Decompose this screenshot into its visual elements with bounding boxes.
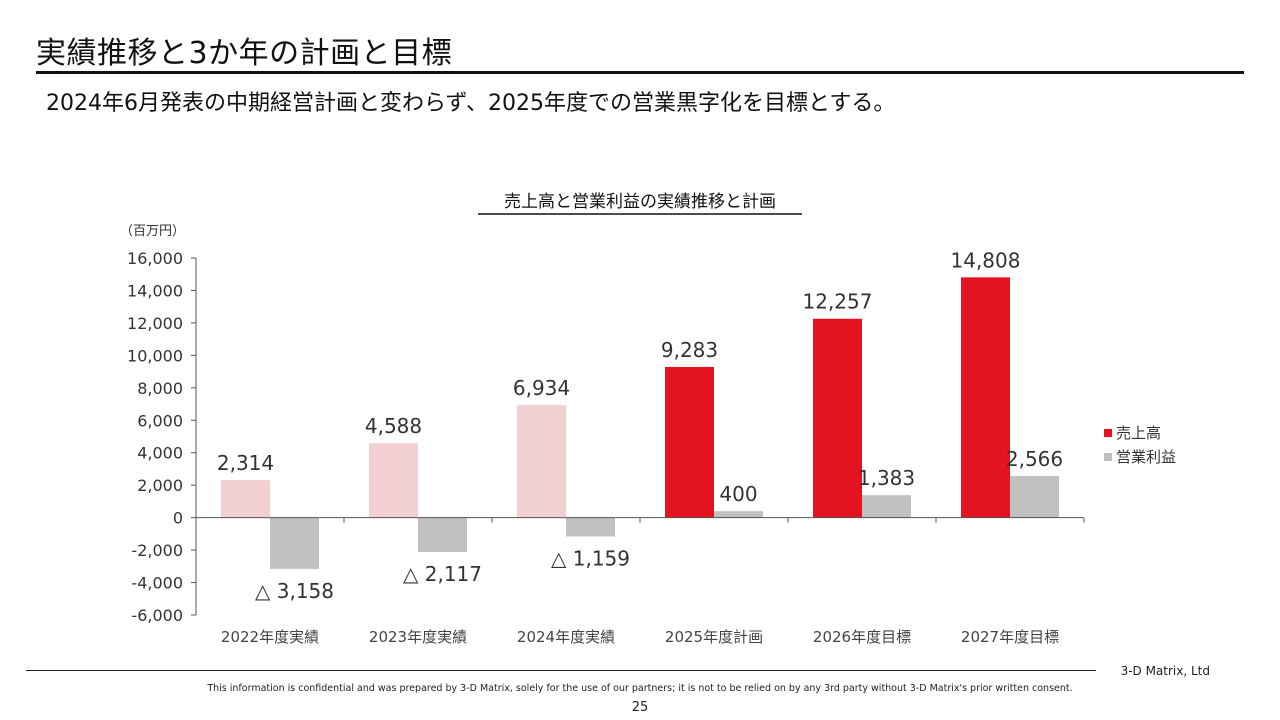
y-tick-label: -4,000 [131,574,183,593]
bar-operating-profit [418,517,467,552]
bar-sales [369,443,418,518]
bar-sales [517,405,566,518]
data-label-sales: 12,257 [803,290,873,314]
data-label-operating-profit: 1,383 [858,466,915,490]
bar-operating-profit [566,517,615,537]
y-unit-label: （百万円） [120,224,185,239]
legend-swatch [1104,453,1112,461]
y-tick-label: 14,000 [127,281,183,300]
bar-operating-profit [270,517,319,569]
x-category-label: 2022年度実績 [221,628,319,646]
bar-operating-profit [1010,475,1059,518]
revenue-operating-profit-chart: 売上高と営業利益の実績推移と計画 （百万円） 16,000 14,000 12,000 1… [120,192,1176,646]
y-tick-label: 2,000 [137,476,183,495]
data-label-operating-profit: 400 [719,482,757,506]
y-tick-label: 16,000 [127,249,183,268]
data-label-operating-profit: 2,566 [1006,447,1063,471]
data-label-operating-profit: △ 3,158 [255,579,334,603]
legend-swatch [1104,429,1112,437]
y-tick-label: -6,000 [131,606,183,625]
y-tick-label: 8,000 [137,379,183,398]
y-tick-label: -2,000 [131,541,183,560]
data-label-operating-profit: △ 1,159 [551,546,630,570]
x-category-label: 2023年度実績 [369,628,467,646]
y-tick-label: 0 [173,509,183,528]
title-underline [36,71,1244,74]
bar-operating-profit [862,495,911,518]
x-category-label: 2024年度実績 [517,628,615,646]
data-label-sales: 9,283 [661,338,718,362]
bar-operating-profit [714,511,763,518]
x-category-label: 2027年度目標 [961,628,1059,646]
y-tick-label: 10,000 [127,346,183,365]
page-subtitle: 2024年6月発表の中期経営計画と変わらず、2025年度での営業黒字化を目標とす… [46,91,896,116]
footer-divider [26,670,1096,671]
bar-sales [961,277,1010,518]
data-label-sales: 6,934 [513,376,570,400]
y-tick-label: 4,000 [137,444,183,463]
x-category-label: 2025年度計画 [665,628,763,646]
y-tick-label: 12,000 [127,314,183,333]
bar-sales [665,366,714,518]
data-label-sales: 14,808 [951,248,1021,272]
chart-title: 売上高と営業利益の実績推移と計画 [504,192,776,212]
bar-sales [813,318,862,518]
legend-label: 営業利益 [1116,448,1176,466]
company-name: 3-D Matrix, Ltd [1120,664,1210,678]
data-label-sales: 4,588 [365,414,422,438]
bar-sales [221,480,270,518]
y-tick-label: 6,000 [137,411,183,430]
confidentiality-notice: This information is confidential and was… [207,683,1073,694]
page-number: 25 [631,700,649,715]
x-category-label: 2026年度目標 [813,628,911,646]
data-label-sales: 2,314 [217,451,274,475]
legend-label: 売上高 [1116,424,1161,442]
data-label-operating-profit: △ 2,117 [403,562,482,586]
page-title: 実績推移と3か年の計画と目標 [36,36,453,71]
